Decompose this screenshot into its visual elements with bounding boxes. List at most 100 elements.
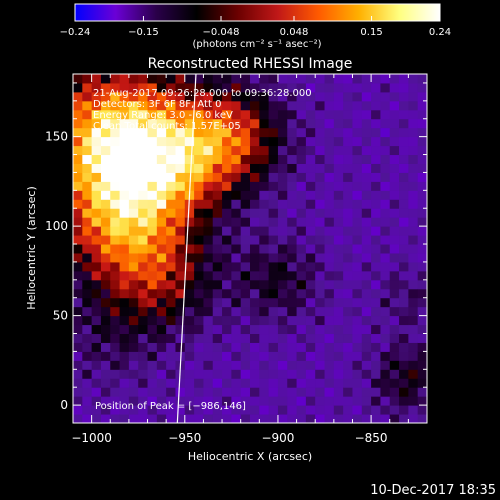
heatmap-cell xyxy=(184,315,195,326)
heatmap-cell xyxy=(73,387,83,397)
heatmap-cell xyxy=(212,315,223,326)
observation-info: 21-Aug-2017 09:26:28.000 to 09:36:28.000… xyxy=(93,88,312,132)
heatmap-cell xyxy=(231,297,242,308)
heatmap-cell xyxy=(408,190,419,200)
heatmap-cell xyxy=(361,190,372,200)
heatmap-cell xyxy=(417,136,427,147)
heatmap-cell xyxy=(287,154,298,164)
heatmap-cell xyxy=(175,91,186,102)
heatmap-cell xyxy=(222,387,232,397)
heatmap-cell xyxy=(222,414,232,423)
heatmap-cell xyxy=(305,351,316,361)
heatmap-cell xyxy=(110,333,121,343)
heatmap-cell xyxy=(175,181,186,191)
heatmap-cell xyxy=(119,306,130,317)
heatmap-cell xyxy=(73,279,83,290)
heatmap-cell xyxy=(352,217,363,227)
heatmap-cell xyxy=(315,279,326,290)
heatmap-cell xyxy=(100,414,111,423)
heatmap-cell xyxy=(305,145,316,156)
heatmap-cell xyxy=(250,127,260,138)
heatmap-cell xyxy=(371,100,381,111)
heatmap-cell xyxy=(324,396,335,406)
heatmap-cell xyxy=(184,235,195,245)
heatmap-cell xyxy=(389,127,400,138)
heatmap-cell xyxy=(315,244,326,254)
heatmap-cell xyxy=(417,261,427,272)
heatmap-cell xyxy=(184,360,195,370)
heatmap-cell xyxy=(73,74,83,84)
heatmap-cell xyxy=(222,252,232,263)
heatmap-cell xyxy=(333,118,344,129)
heatmap-cell xyxy=(371,217,381,227)
heatmap-cell xyxy=(259,333,270,343)
heatmap-cell xyxy=(203,351,214,361)
heatmap-cell xyxy=(268,244,279,254)
heatmap-cell xyxy=(128,360,139,370)
heatmap-cell xyxy=(240,145,251,156)
heatmap-cell xyxy=(324,100,335,111)
heatmap-cell xyxy=(166,82,176,93)
heatmap-cell xyxy=(333,226,344,236)
heatmap-cell xyxy=(417,181,427,191)
heatmap-cell xyxy=(110,306,121,317)
heatmap-cell xyxy=(250,154,260,164)
heatmap-cell xyxy=(156,378,167,388)
heatmap-cell xyxy=(287,387,298,397)
heatmap-cell xyxy=(119,100,130,111)
heatmap-cell xyxy=(371,297,381,308)
heatmap-cell xyxy=(361,118,372,129)
heatmap-cell xyxy=(100,199,111,209)
heatmap-cell xyxy=(361,405,372,415)
heatmap-cell xyxy=(343,369,353,379)
heatmap-cell xyxy=(100,82,111,93)
heatmap-cell xyxy=(399,297,409,308)
heatmap-cell xyxy=(352,342,363,352)
heatmap-cell xyxy=(166,315,176,326)
heatmap-cell xyxy=(82,270,93,281)
heatmap-cell xyxy=(352,235,363,245)
heatmap-cell xyxy=(333,369,344,379)
heatmap-cell xyxy=(73,109,83,120)
heatmap-cell xyxy=(147,91,158,102)
heatmap-cell xyxy=(417,387,427,397)
heatmap-cell xyxy=(231,109,242,120)
heatmap-cell xyxy=(73,405,83,415)
heatmap-cell xyxy=(277,342,288,352)
heatmap-cell xyxy=(138,190,149,200)
heatmap-cell xyxy=(194,118,204,129)
heatmap-cell xyxy=(119,252,130,263)
heatmap-cell xyxy=(259,315,270,326)
heatmap-cell xyxy=(315,252,326,263)
heatmap-cell xyxy=(296,306,307,317)
heatmap-cell xyxy=(156,342,167,352)
heatmap-cell xyxy=(194,369,204,379)
heatmap-cell xyxy=(166,109,176,120)
heatmap-cell xyxy=(128,324,139,335)
heatmap-cell xyxy=(184,118,195,129)
heatmap-cell xyxy=(296,405,307,415)
heatmap-cell xyxy=(184,74,195,84)
heatmap-cell xyxy=(128,163,139,173)
heatmap-cell xyxy=(110,244,121,254)
heatmap-cell xyxy=(333,82,344,93)
heatmap-cell xyxy=(417,324,427,335)
heatmap-cell xyxy=(100,100,111,111)
heatmap-cell xyxy=(333,91,344,102)
heatmap-cell xyxy=(156,100,167,111)
heatmap-cell xyxy=(222,369,232,379)
heatmap-cell xyxy=(287,145,298,156)
heatmap-cell xyxy=(250,74,260,84)
heatmap-cell xyxy=(259,127,270,138)
heatmap-cell xyxy=(315,306,326,317)
heatmap-cell xyxy=(343,235,353,245)
heatmap-cell xyxy=(417,360,427,370)
heatmap-cell xyxy=(82,315,93,326)
heatmap-cell xyxy=(240,315,251,326)
heatmap-cell xyxy=(73,199,83,209)
heatmap-cell xyxy=(333,360,344,370)
heatmap-cell xyxy=(184,217,195,227)
heatmap-cell xyxy=(222,100,232,111)
heatmap-cell xyxy=(100,387,111,397)
y-axis-label: Heliocentric Y (arcsec) xyxy=(25,186,38,310)
